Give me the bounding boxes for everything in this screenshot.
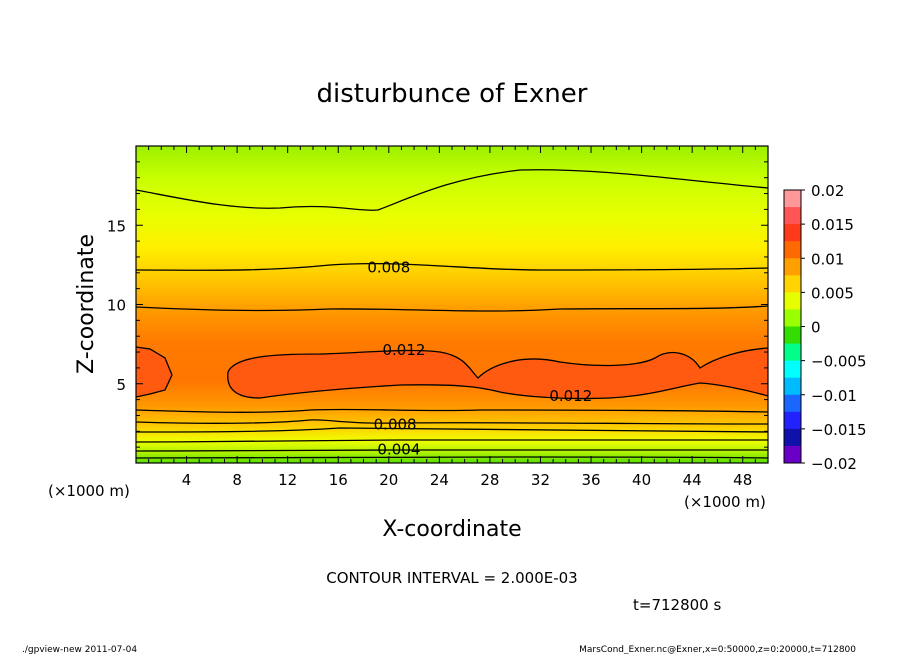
contour-0.01 xyxy=(136,262,768,271)
contour-0.006-lower xyxy=(136,439,768,443)
plot-ticks xyxy=(136,146,768,463)
colorbar-tick-label: 0.02 xyxy=(811,182,844,200)
contour-interval: CONTOUR INTERVAL = 2.000E-03 xyxy=(326,569,577,587)
colorbar-segment xyxy=(784,224,801,242)
colorbar-segment xyxy=(784,428,801,447)
x-tick-label: 36 xyxy=(581,471,600,489)
colorbar-segment xyxy=(784,292,801,310)
colorbar-segment xyxy=(784,343,801,362)
contour-0.002-lower xyxy=(136,456,768,459)
contour-0.004-lower xyxy=(136,449,768,452)
chart-title: disturbunce of Exner xyxy=(317,79,588,109)
contour-0.014-center xyxy=(227,347,768,379)
contour-label: 0.012 xyxy=(382,341,425,359)
colorbar: 0.02 0.015 0.01 0.005 0 −0.005 −0.01 −0.015 −0.0… xyxy=(783,182,867,473)
colorbar-tick-label: −0.005 xyxy=(811,353,867,371)
plot-area: 0.008 0.012 0.012 0.008 0.004 xyxy=(136,146,768,463)
x-tick-label: 48 xyxy=(733,471,752,489)
colorbar-segment xyxy=(784,326,801,345)
colorbar-segment xyxy=(784,411,801,430)
colorbar-segment xyxy=(784,394,801,413)
max-region-center xyxy=(227,348,768,399)
contour-0.012-lower xyxy=(136,408,768,413)
colorbar-segment xyxy=(784,207,801,225)
x-tick-label: 28 xyxy=(480,471,499,489)
contour-top xyxy=(136,169,768,211)
contour-0.01-lower xyxy=(136,419,768,425)
colorbar-segment xyxy=(784,445,801,464)
x-tick-label: 32 xyxy=(531,471,550,489)
x-unit-left: (×1000 m) xyxy=(48,482,130,500)
colorbar-segment xyxy=(784,258,801,276)
colorbar-tick-label: −0.015 xyxy=(811,421,867,439)
x-axis-label: X-coordinate xyxy=(382,517,521,542)
footer-left: ./gpview-new 2011-07-04 xyxy=(22,645,137,654)
contour-0.008-lower xyxy=(136,427,768,433)
colorbar-segment xyxy=(784,190,801,208)
colorbar-segment xyxy=(784,241,801,259)
colorbar-tick-label: 0.01 xyxy=(811,250,844,268)
colorbar-segment xyxy=(784,360,801,379)
time-label: t=712800 s xyxy=(633,596,721,614)
contour-label: 0.004 xyxy=(377,441,420,459)
x-unit-right: (×1000 m) xyxy=(684,493,766,511)
y-tick-label: 5 xyxy=(116,376,126,394)
x-tick-label: 12 xyxy=(278,471,297,489)
colorbar-segment xyxy=(784,377,801,396)
colorbar-tick-label: 0.005 xyxy=(811,284,854,302)
colorbar-tick-label: 0.015 xyxy=(811,216,854,234)
y-axis-label: Z-coordinate xyxy=(74,234,99,374)
colorbar-segment xyxy=(784,275,801,293)
colorbar-tick-label: 0 xyxy=(811,319,821,337)
contour-label: 0.012 xyxy=(549,387,592,405)
colorbar-tick-label: −0.01 xyxy=(811,387,857,405)
x-tick-label: 40 xyxy=(632,471,651,489)
max-region-left xyxy=(136,347,172,397)
field-background xyxy=(136,146,768,463)
footer-right: MarsCond_Exner.nc@Exner,x=0:50000,z=0:20… xyxy=(579,645,856,654)
x-tick-label: 4 xyxy=(182,471,192,489)
x-tick-label: 16 xyxy=(329,471,348,489)
y-tick-label: 15 xyxy=(107,217,126,235)
contour-lines xyxy=(136,169,768,459)
contour-label: 0.008 xyxy=(367,258,410,276)
x-tick-label: 8 xyxy=(232,471,242,489)
contour-label: 0.008 xyxy=(374,415,417,433)
contour-0.014-center-lower xyxy=(227,371,768,400)
contour-labels: 0.008 0.012 0.012 0.008 0.004 xyxy=(367,258,592,459)
colorbar-tick-label: −0.02 xyxy=(811,455,857,473)
contour-0.012-upper xyxy=(136,305,768,312)
colorbar-segment xyxy=(784,309,801,327)
x-tick-label: 44 xyxy=(683,471,702,489)
contour-0.014-left xyxy=(136,346,173,398)
x-tick-label: 24 xyxy=(430,471,449,489)
y-tick-label: 10 xyxy=(107,297,126,315)
x-tick-label: 20 xyxy=(379,471,398,489)
